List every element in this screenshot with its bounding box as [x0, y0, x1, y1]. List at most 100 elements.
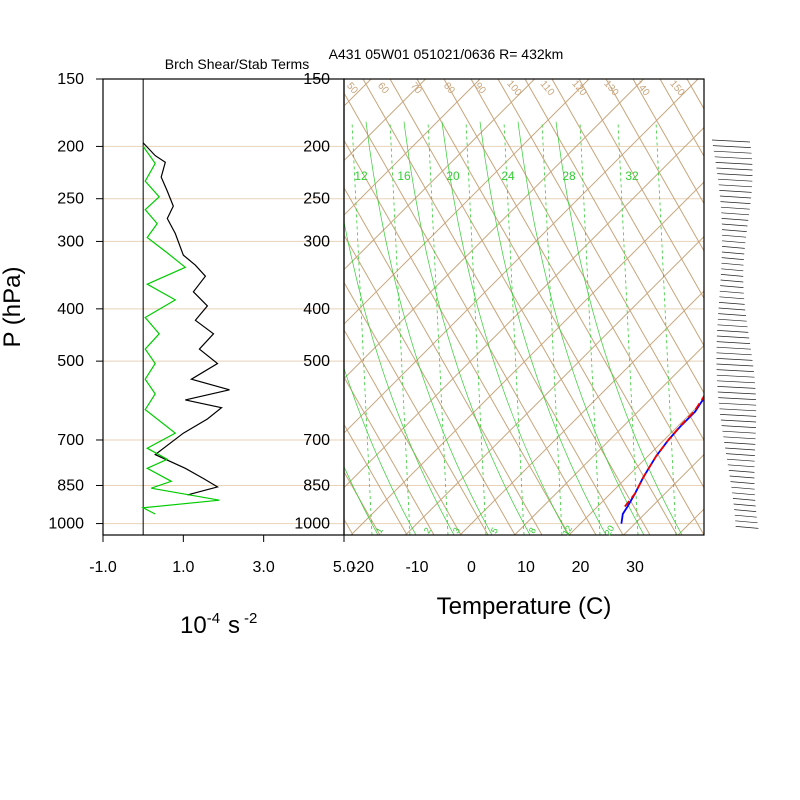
- right-xtick-labels: -20 -10 0 10 20 30: [351, 559, 644, 576]
- isotherm: [344, 126, 704, 489]
- wind-barb: [722, 246, 745, 249]
- wind-barb: [734, 514, 757, 518]
- unit-exponent: -4: [207, 610, 220, 627]
- right-xtick-label: 10: [517, 559, 535, 576]
- mixing-ratio-top-label: 32: [625, 169, 639, 183]
- wind-barb: [719, 195, 752, 199]
- left-ytick-label: 300: [57, 233, 84, 250]
- left-panel: 150 200 250 300 400 500 700 850 1000 -1.0 1.0 3.0 5…: [0, 71, 355, 639]
- dry-adiabat: [362, 79, 624, 535]
- isotherm: [677, 508, 704, 535]
- wind-barb: [722, 430, 756, 434]
- wind-barb: [721, 218, 749, 221]
- dry-adiabat: [470, 79, 704, 489]
- wind-barb: [716, 374, 755, 378]
- wind-barb: [716, 341, 751, 344]
- wind-barb: [728, 470, 755, 473]
- dry-adiabat: [344, 423, 408, 535]
- wind-barb: [723, 436, 756, 440]
- isotherm: [0, 79, 262, 535]
- moist-adiabat: [441, 121, 569, 535]
- shear-term-line: [142, 142, 230, 496]
- mixing-ratio-line: [389, 121, 411, 535]
- left-ytick-label: 500: [57, 353, 84, 370]
- mixing-ratio-top-label: 24: [501, 169, 515, 183]
- mixing-ratio-top-label: 28: [562, 169, 576, 183]
- isotherm: [459, 290, 704, 535]
- left-xtick-labels: -1.0 1.0 3.0 5.0: [89, 559, 355, 576]
- dry-adiabat: [416, 79, 678, 535]
- mixing-ratio-line: [617, 121, 639, 535]
- wind-barb: [716, 363, 754, 367]
- isotherm: [344, 79, 426, 162]
- isotherm: [344, 79, 535, 271]
- mixing-ratio-line: [655, 121, 677, 535]
- left-xtick-label: 3.0: [253, 559, 275, 576]
- isotherm: [514, 344, 704, 535]
- wind-barb: [721, 268, 744, 272]
- mixing-ratio-top-label: 16: [397, 169, 411, 183]
- right-ytick-label: 850: [303, 477, 330, 494]
- mixing-ratio-line: [541, 121, 563, 535]
- isotherm: [344, 79, 481, 216]
- wind-barb: [720, 414, 757, 417]
- wind-barb: [729, 475, 755, 479]
- left-ytick-label: 850: [57, 477, 84, 494]
- wind-barb: [725, 447, 756, 451]
- wind-barb: [717, 380, 756, 384]
- left-ytick-label: 200: [57, 138, 84, 155]
- dry-adiabat: [344, 376, 435, 535]
- right-ytick-label: 200: [303, 138, 330, 155]
- wind-barb: [716, 369, 754, 372]
- wind-barb: [717, 330, 749, 333]
- wind-barb: [716, 352, 752, 356]
- right-xtick-label: -20: [351, 559, 374, 576]
- mixing-ratio-line: [503, 121, 525, 535]
- mixing-ratio-bottom-label: 1: [374, 526, 385, 535]
- wind-barb: [720, 419, 757, 423]
- wind-barb: [716, 358, 753, 361]
- wind-barb: [720, 285, 744, 288]
- wind-barb: [717, 318, 747, 322]
- wind-barb: [719, 190, 752, 193]
- left-ytick-label: 400: [57, 301, 84, 318]
- moist-adiabat: [365, 121, 493, 535]
- wind-barb: [721, 262, 744, 266]
- dry-adiabat: [768, 79, 800, 535]
- left-xtick-label: 1.0: [172, 559, 194, 576]
- wind-barb: [720, 279, 744, 283]
- dry-adiabat: [344, 328, 462, 535]
- moist-adiabat: [403, 121, 531, 535]
- mixing-ratio-line: [579, 121, 601, 535]
- wind-barb: [713, 150, 752, 154]
- mixing-ratio-bottom-label: 20: [603, 524, 617, 538]
- right-ytick-label: 400: [303, 301, 330, 318]
- dry-adiabat: [551, 79, 704, 347]
- wind-barb: [717, 173, 753, 176]
- wind-barb: [727, 464, 755, 468]
- right-panel: 12 16 20 24 28 32 1 2 3 5 8 12 20 50 60 70 80 90 100 110 1…: [0, 71, 800, 620]
- wind-barb: [726, 453, 755, 456]
- dry-adiabat-label: 50: [344, 81, 360, 97]
- wind-barb: [718, 307, 746, 311]
- wind-barb: [716, 167, 753, 171]
- wind-barb: [730, 481, 755, 484]
- wind-barb: [719, 290, 744, 294]
- mixing-ratio-line: [465, 121, 487, 535]
- dry-adiabat: [344, 281, 489, 535]
- right-x-axis-label: Temperature (C): [437, 593, 612, 620]
- wind-barb: [718, 302, 745, 305]
- skewt-top-labels: 12 16 20 24 28 32: [354, 169, 639, 183]
- left-ytick-label: 150: [57, 71, 84, 88]
- right-xtick-label: 30: [626, 559, 644, 576]
- wind-barb: [734, 509, 757, 512]
- mixing-ratio-line: [427, 121, 449, 535]
- dry-adiabat: [497, 79, 704, 442]
- dry-adiabat: [344, 139, 570, 535]
- isotherm: [405, 235, 704, 535]
- wind-barb: [716, 346, 751, 350]
- wind-barb: [720, 274, 744, 277]
- wind-barb: [712, 145, 751, 148]
- wind-barb: [718, 184, 753, 188]
